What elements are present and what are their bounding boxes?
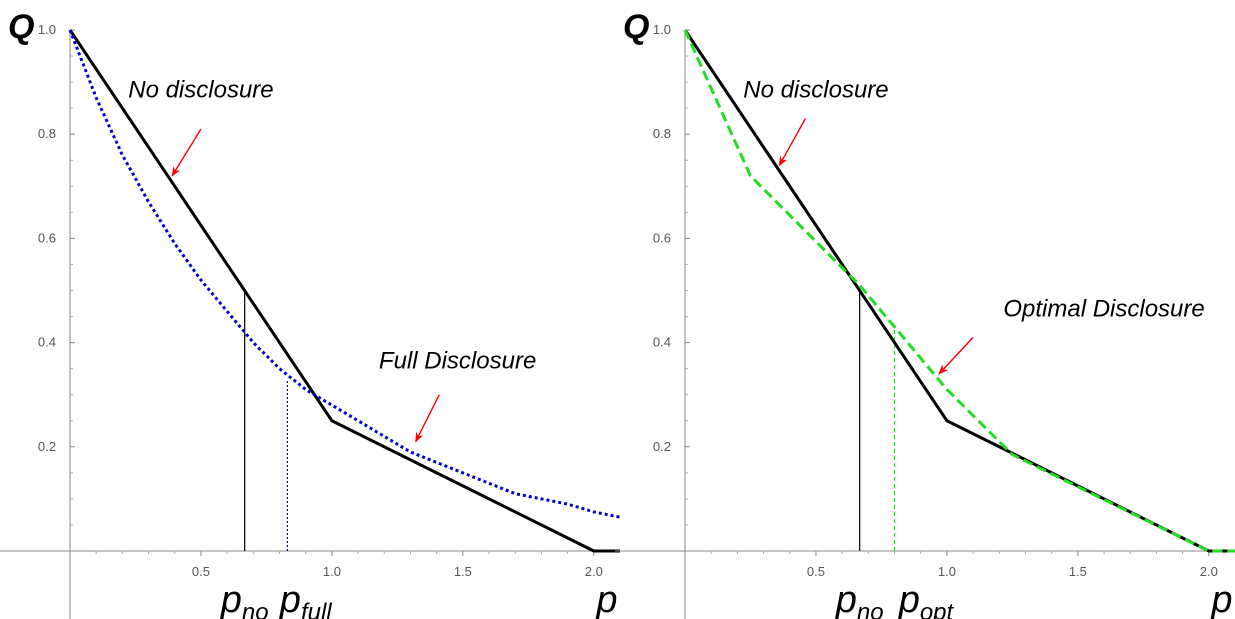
right-panel: 0.5 1.0 1.5 2.0 0.2 0.4 0.6 0.8 1.0 Q No disclosur… [615,8,1235,619]
series-full-disclosure-line [68,29,621,519]
marker-label-main: p [898,579,920,619]
marker-label-main: p [220,579,242,619]
annotation-label: No disclosure [743,77,888,104]
annotation-label: Full Disclosure [379,348,536,375]
x-tick-label: 1.5 [454,564,472,579]
y-tick-label: 0.4 [653,335,671,350]
x-tick-label: 2.0 [1200,564,1218,579]
y-tick-label: 0.8 [38,126,56,141]
left-panel: 0.5 1.0 1.5 2.0 0.2 0.4 0.6 0.8 1.0 Q No disclosur… [0,8,621,619]
y-tick-label: 1.0 [38,22,56,37]
marker-label-p: p [595,579,617,619]
marker-label-opt: popt [898,579,955,619]
marker-label-no: pno [835,579,884,619]
y-axis-title: Q [8,8,34,46]
annotation-label: Optimal Disclosure [1003,296,1204,323]
marker-label-main: p [595,579,617,619]
marker-label-p: p [1210,579,1232,619]
y-tick-label: 0.2 [38,439,56,454]
series-no-disclosure-line [68,29,620,553]
x-tick-label: 0.5 [807,564,825,579]
annotation-arrow [778,118,807,167]
x-tick-label: 0.5 [192,564,210,579]
x-tick-label: 1.0 [323,564,341,579]
y-tick-label: 1.0 [653,22,671,37]
marker-label-subscript: opt [920,599,955,619]
marker-label-main: p [1210,579,1232,619]
y-tick-label: 0.6 [38,230,56,245]
marker-label-no: pno [220,579,269,619]
annotation-arrow [415,394,440,443]
marker-label-main: p [835,579,857,619]
marker-label-main: p [279,579,301,619]
y-tick-label: 0.4 [38,335,56,350]
y-axis-title: Q [623,8,649,46]
y-tick-label: 0.8 [653,126,671,141]
x-tick-label: 2.0 [585,564,603,579]
series-optimal-disclosure-line [683,29,1235,553]
marker-label-subscript: no [242,599,269,619]
marker-label-subscript: full [301,599,332,619]
y-tick-label: 0.2 [653,439,671,454]
series-no-disclosure-line [683,29,1235,553]
x-tick-label: 1.0 [938,564,956,579]
x-tick-label: 1.5 [1069,564,1087,579]
y-tick-label: 0.6 [653,230,671,245]
marker-label-subscript: no [857,599,884,619]
annotation-arrow [171,128,202,177]
annotation-arrow [938,336,974,375]
annotation-label: No disclosure [128,77,273,104]
marker-label-full: pfull [279,579,332,619]
